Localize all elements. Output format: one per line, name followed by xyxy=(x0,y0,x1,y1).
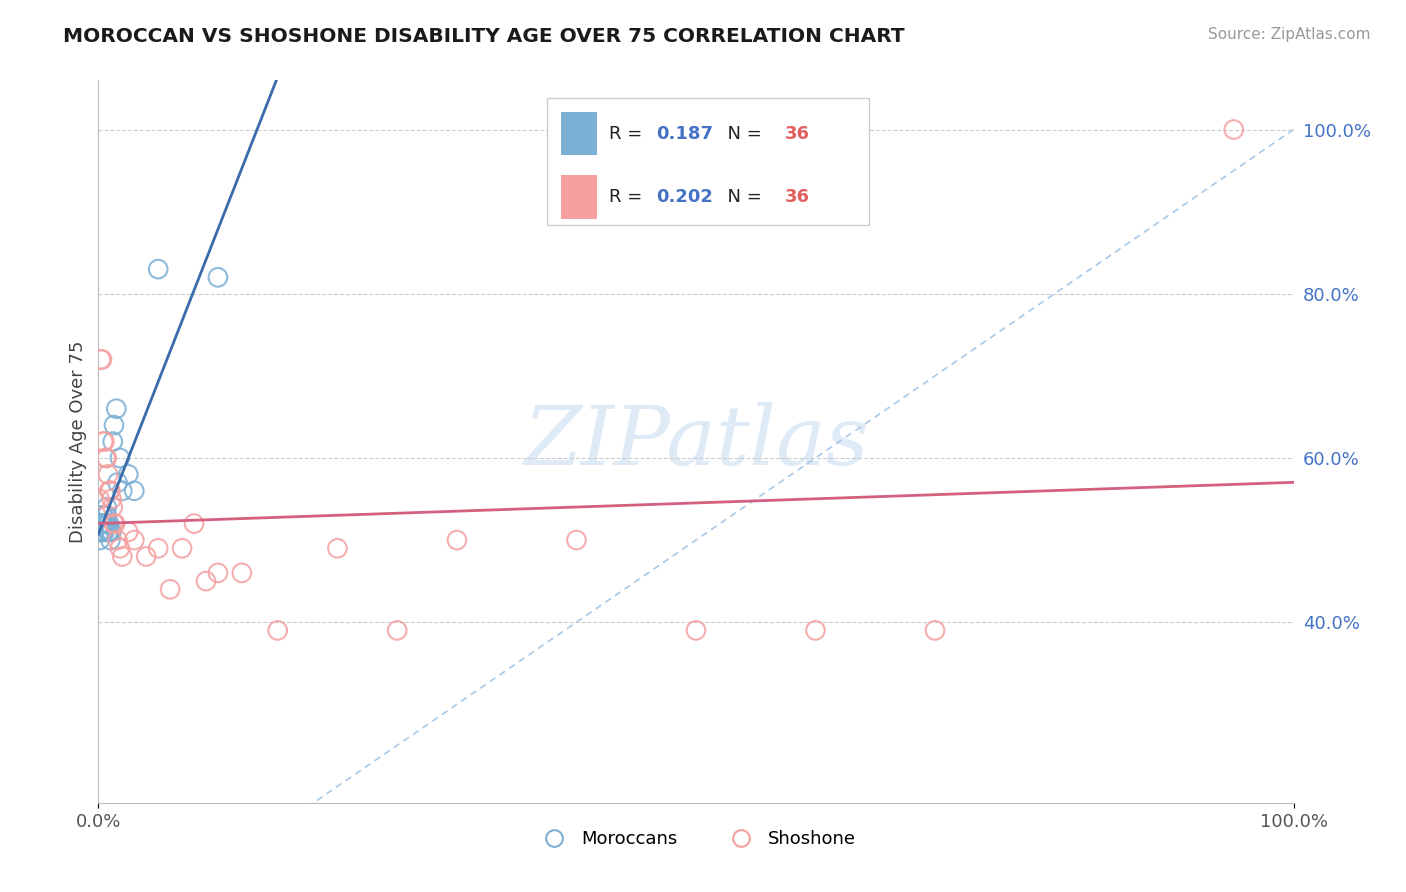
Point xyxy=(100,524,122,539)
Point xyxy=(804,624,827,638)
Point xyxy=(89,524,111,539)
Point xyxy=(93,516,115,531)
Point xyxy=(94,516,117,531)
Point xyxy=(446,533,468,547)
Point xyxy=(96,500,118,515)
Point xyxy=(91,516,114,531)
Point xyxy=(183,516,205,531)
Point xyxy=(94,516,117,531)
Text: R =: R = xyxy=(609,188,648,206)
Point xyxy=(111,483,134,498)
Point xyxy=(108,541,131,556)
Point xyxy=(111,549,134,564)
Point xyxy=(107,475,129,490)
Y-axis label: Disability Age Over 75: Disability Age Over 75 xyxy=(69,340,87,543)
Point xyxy=(207,270,229,285)
Point xyxy=(98,524,121,539)
Point xyxy=(91,516,114,531)
Point xyxy=(124,483,146,498)
FancyBboxPatch shape xyxy=(561,176,596,219)
Point xyxy=(124,533,146,547)
Point xyxy=(159,582,181,597)
Point xyxy=(91,524,114,539)
Point xyxy=(97,524,120,539)
Point xyxy=(385,624,409,638)
Point xyxy=(117,467,139,482)
Text: 36: 36 xyxy=(785,188,810,206)
Point xyxy=(98,533,122,547)
Point xyxy=(96,508,118,523)
Text: Source: ZipAtlas.com: Source: ZipAtlas.com xyxy=(1208,27,1371,42)
Point xyxy=(93,524,115,539)
Point xyxy=(101,434,124,449)
Point xyxy=(98,483,122,498)
Text: N =: N = xyxy=(716,188,768,206)
Point xyxy=(104,516,127,531)
Point xyxy=(101,500,124,515)
Text: 0.187: 0.187 xyxy=(657,125,713,143)
Point xyxy=(97,516,120,531)
Point xyxy=(94,508,117,523)
Point xyxy=(108,450,131,465)
Point xyxy=(97,467,120,482)
Point xyxy=(89,533,111,547)
Point xyxy=(90,516,112,531)
Point xyxy=(135,549,157,564)
Point xyxy=(96,450,118,465)
Text: R =: R = xyxy=(609,125,648,143)
Point xyxy=(326,541,349,556)
Point xyxy=(924,624,946,638)
Point xyxy=(89,491,111,506)
Text: 36: 36 xyxy=(785,125,810,143)
Text: MOROCCAN VS SHOSHONE DISABILITY AGE OVER 75 CORRELATION CHART: MOROCCAN VS SHOSHONE DISABILITY AGE OVER… xyxy=(63,27,905,45)
Point xyxy=(172,541,194,556)
FancyBboxPatch shape xyxy=(561,112,596,155)
Point xyxy=(117,524,139,539)
Point xyxy=(90,352,112,367)
Point xyxy=(91,524,114,539)
Point xyxy=(267,624,290,638)
Point xyxy=(195,574,218,588)
Point xyxy=(685,624,707,638)
Legend: Moroccans, Shoshone: Moroccans, Shoshone xyxy=(529,822,863,855)
Point xyxy=(207,566,229,580)
Text: N =: N = xyxy=(716,125,768,143)
Point xyxy=(105,401,128,416)
Text: 0.202: 0.202 xyxy=(657,188,713,206)
Point xyxy=(100,491,122,506)
Point xyxy=(148,262,170,277)
Point xyxy=(90,524,112,539)
Point xyxy=(91,508,114,523)
Point xyxy=(107,533,129,547)
Point xyxy=(1223,122,1246,136)
Point xyxy=(90,516,112,531)
Point xyxy=(231,566,253,580)
FancyBboxPatch shape xyxy=(547,98,869,225)
Point xyxy=(98,524,122,539)
Text: ZIPatlas: ZIPatlas xyxy=(523,401,869,482)
Point xyxy=(98,516,121,531)
Point xyxy=(148,541,170,556)
Point xyxy=(91,434,114,449)
Point xyxy=(93,434,115,449)
Point xyxy=(93,516,115,531)
Point xyxy=(98,483,121,498)
Point xyxy=(565,533,588,547)
Point xyxy=(103,516,125,531)
Point xyxy=(103,418,125,433)
Point xyxy=(91,508,114,523)
Point xyxy=(94,450,117,465)
Point xyxy=(91,352,114,367)
